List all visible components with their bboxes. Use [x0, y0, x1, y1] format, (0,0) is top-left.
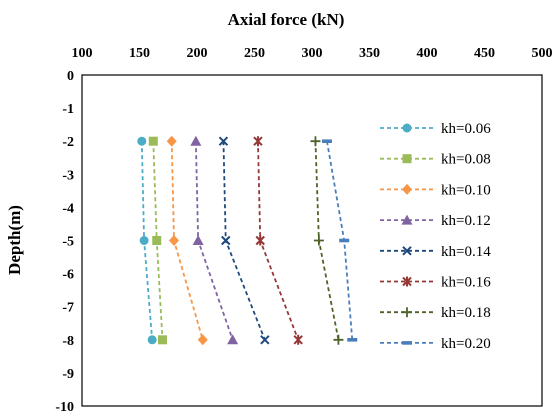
series-kh=0.06	[137, 136, 157, 345]
data-point	[139, 236, 149, 245]
data-point	[197, 334, 208, 346]
legend-label: kh=0.10	[441, 182, 491, 198]
y-tick-label: -7	[62, 301, 74, 316]
data-point	[227, 334, 239, 345]
legend-label: kh=0.06	[441, 121, 491, 137]
data-point	[310, 136, 321, 147]
data-point	[221, 235, 231, 246]
data-point	[158, 335, 167, 345]
data-point	[293, 334, 303, 345]
legend-item: kh=0.14	[380, 244, 491, 260]
data-point	[169, 235, 179, 246]
x-tick-label: 150	[129, 46, 150, 61]
y-tick-label: -2	[62, 135, 74, 150]
x-tick-labels: 100 150 200 250 300 350 400 450 500	[72, 46, 553, 61]
data-point	[333, 334, 344, 345]
y-tick-label: -3	[62, 168, 74, 183]
x-tick-label: 300	[302, 46, 323, 61]
legend-item: kh=0.20	[380, 336, 491, 352]
data-point	[402, 307, 412, 318]
y-axis-title: Depth(m)	[5, 205, 24, 275]
data-point	[401, 214, 413, 225]
series-kh=0.18	[310, 136, 344, 345]
legend: kh=0.06 kh=0.08 kh=0.10 kh=0.12 kh=0.14 kh=0.…	[380, 121, 491, 352]
data-point	[313, 235, 324, 246]
y-tick-label: -9	[62, 367, 74, 382]
x-axis-title: Axial force (kN)	[228, 10, 345, 29]
series-kh=0.10	[166, 135, 208, 346]
x-tick-label: 400	[417, 46, 438, 61]
y-tick-label: -6	[62, 268, 74, 283]
legend-item: kh=0.18	[380, 305, 491, 321]
plot-area	[81, 74, 543, 407]
y-tick-labels: 0 -1 -2 -3 -4 -5 -6 -7 -8 -9 -10	[55, 69, 74, 412]
legend-item: kh=0.16	[380, 275, 491, 291]
y-tick-label: -1	[62, 102, 74, 117]
data-point	[402, 276, 412, 287]
data-point	[253, 136, 263, 147]
legend-label: kh=0.20	[441, 336, 491, 352]
legend-item: kh=0.10	[380, 182, 491, 198]
data-point	[321, 139, 332, 143]
x-tick-label: 100	[72, 46, 93, 61]
data-point	[148, 136, 158, 146]
data-point	[192, 235, 204, 245]
x-tick-label: 250	[244, 46, 265, 61]
y-tick-label: 0	[67, 69, 74, 84]
plot-frame	[81, 74, 543, 407]
data-point	[402, 154, 412, 164]
data-point	[190, 135, 202, 146]
legend-label: kh=0.14	[441, 244, 491, 260]
series-line	[257, 141, 300, 341]
legend-label: kh=0.18	[441, 305, 491, 321]
series-kh=0.08	[148, 136, 167, 345]
data-point	[152, 236, 162, 245]
series-kh=0.14	[218, 136, 270, 345]
legend-label: kh=0.08	[441, 152, 491, 168]
legend-item: kh=0.08	[380, 152, 491, 168]
data-point	[218, 136, 229, 146]
legend-item: kh=0.12	[380, 213, 491, 229]
data-point	[347, 338, 358, 342]
data-point	[147, 335, 157, 345]
y-tick-label: -4	[62, 201, 74, 216]
legend-label: kh=0.12	[441, 213, 491, 229]
series-kh=0.12	[190, 135, 239, 345]
y-tick-label: -8	[62, 334, 74, 349]
y-tick-label: -10	[55, 400, 74, 412]
data-point	[402, 183, 412, 195]
y-tick-label: -5	[62, 235, 74, 250]
x-tick-label: 450	[474, 46, 495, 61]
x-tick-label: 200	[187, 46, 208, 61]
legend-label: kh=0.16	[441, 275, 491, 291]
data-point	[339, 238, 350, 243]
legend-item: kh=0.06	[380, 121, 491, 137]
data-point	[137, 136, 147, 146]
x-tick-label: 350	[359, 46, 380, 61]
data-point	[402, 246, 412, 256]
data-point	[402, 123, 412, 133]
data-point	[255, 235, 265, 246]
data-point	[402, 341, 412, 345]
series-kh=0.20	[321, 139, 358, 342]
series-kh=0.16	[253, 136, 303, 345]
x-tick-label: 500	[532, 46, 553, 61]
data-point	[260, 335, 270, 345]
series-layer	[137, 135, 358, 346]
data-point	[166, 135, 177, 147]
